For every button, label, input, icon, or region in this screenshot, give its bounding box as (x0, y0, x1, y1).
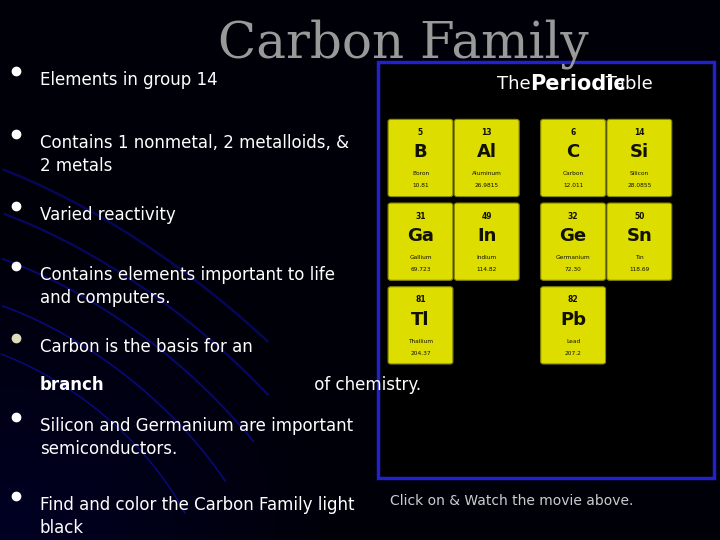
Text: C: C (567, 143, 580, 161)
FancyBboxPatch shape (607, 119, 672, 197)
Text: 6: 6 (570, 128, 576, 137)
Text: 28.0855: 28.0855 (627, 183, 652, 188)
FancyBboxPatch shape (388, 119, 453, 197)
FancyBboxPatch shape (388, 287, 453, 364)
Text: 69.723: 69.723 (410, 267, 431, 272)
Text: Germanium: Germanium (556, 255, 590, 260)
Text: Contains 1 nonmetal, 2 metalloids, &
2 metals: Contains 1 nonmetal, 2 metalloids, & 2 m… (40, 134, 348, 175)
Text: 12.011: 12.011 (563, 183, 583, 188)
FancyBboxPatch shape (607, 203, 672, 280)
Text: Silicon: Silicon (630, 172, 649, 177)
FancyBboxPatch shape (454, 119, 519, 197)
Text: 50: 50 (634, 212, 644, 221)
Text: Indium: Indium (477, 255, 497, 260)
Text: 82: 82 (568, 295, 578, 305)
Text: Pb: Pb (560, 310, 586, 328)
Text: Table: Table (600, 75, 653, 93)
Text: Ga: Ga (407, 227, 434, 245)
Text: Carbon Family: Carbon Family (218, 19, 588, 69)
Text: Varied reactivity: Varied reactivity (40, 206, 176, 224)
Bar (378, 62, 714, 478)
Text: 49: 49 (482, 212, 492, 221)
Text: Find and color the Carbon Family light
black: Find and color the Carbon Family light b… (40, 496, 354, 537)
Text: 204.37: 204.37 (410, 350, 431, 355)
Text: 32: 32 (568, 212, 578, 221)
Text: The: The (497, 75, 536, 93)
Text: Aluminum: Aluminum (472, 172, 502, 177)
FancyBboxPatch shape (541, 287, 606, 364)
Text: Carbon: Carbon (562, 172, 584, 177)
FancyBboxPatch shape (541, 119, 606, 197)
Text: In: In (477, 227, 496, 245)
FancyBboxPatch shape (454, 203, 519, 280)
Text: of chemistry.: of chemistry. (309, 376, 421, 394)
Text: Silicon and Germanium are important
semiconductors.: Silicon and Germanium are important semi… (40, 417, 353, 458)
Text: 207.2: 207.2 (564, 350, 582, 355)
Text: Al: Al (477, 143, 497, 161)
Text: Lead: Lead (566, 339, 580, 344)
Text: 10.81: 10.81 (412, 183, 429, 188)
Text: 72.30: 72.30 (564, 267, 582, 272)
Text: Periodic: Periodic (530, 73, 626, 94)
Text: 5: 5 (418, 128, 423, 137)
Text: Tl: Tl (411, 310, 430, 328)
Text: Boron: Boron (412, 172, 429, 177)
Text: 13: 13 (482, 128, 492, 137)
Text: 26.9815: 26.9815 (474, 183, 499, 188)
Text: Gallium: Gallium (409, 255, 432, 260)
FancyBboxPatch shape (541, 203, 606, 280)
Text: 31: 31 (415, 212, 426, 221)
Text: 114.82: 114.82 (477, 267, 497, 272)
Text: 14: 14 (634, 128, 644, 137)
Text: branch: branch (40, 376, 104, 394)
Text: Click on & Watch the movie above.: Click on & Watch the movie above. (390, 494, 633, 508)
Text: Thallium: Thallium (408, 339, 433, 344)
Text: Elements in group 14: Elements in group 14 (40, 71, 217, 89)
Text: Contains elements important to life
and computers.: Contains elements important to life and … (40, 266, 335, 307)
Text: Sn: Sn (626, 227, 652, 245)
Text: B: B (414, 143, 427, 161)
FancyBboxPatch shape (388, 203, 453, 280)
Text: Tin: Tin (635, 255, 644, 260)
Text: Si: Si (630, 143, 649, 161)
Text: 118.69: 118.69 (629, 267, 649, 272)
Text: Carbon is the basis for an: Carbon is the basis for an (40, 338, 258, 355)
Text: Ge: Ge (559, 227, 587, 245)
Text: 81: 81 (415, 295, 426, 305)
